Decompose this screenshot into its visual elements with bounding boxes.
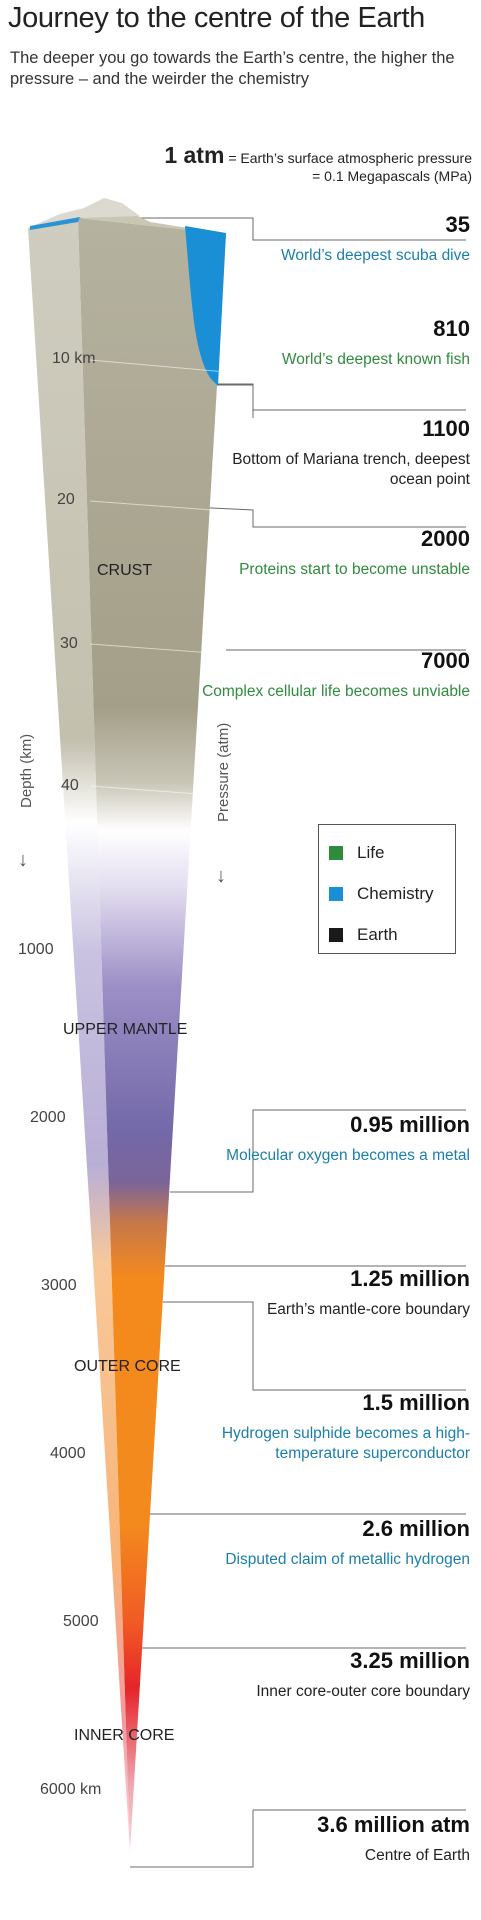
event-description: World’s deepest known fish xyxy=(281,351,470,368)
legend-swatch-life xyxy=(329,846,343,860)
zone-label-inner-core: INNER CORE xyxy=(74,1727,174,1744)
depth-tick-label: 5000 xyxy=(63,1613,99,1630)
event-pressure-value: 0.95 million xyxy=(350,1112,470,1137)
event-pressure-value: 1.25 million xyxy=(350,1266,470,1291)
depth-tick-line xyxy=(89,359,227,373)
event-description: Disputed claim of metallic hydrogen xyxy=(225,1551,470,1568)
depth-tick-line xyxy=(89,785,227,797)
event-pressure-value: 1.5 million xyxy=(362,1390,470,1415)
surface-pressure-value: 1 atm xyxy=(164,142,225,168)
event-pressure-value: 7000 xyxy=(421,648,470,673)
depth-tick-label: 1000 xyxy=(18,941,54,958)
depth-tick-label: 30 xyxy=(60,635,78,652)
legend-item-earth: Earth xyxy=(329,923,398,947)
depth-tick-label: 2000 xyxy=(30,1109,66,1126)
event-description: Molecular oxygen becomes a metal xyxy=(226,1147,470,1164)
leader-line xyxy=(80,217,466,241)
event-pressure-value: 2.6 million xyxy=(362,1516,470,1541)
zone-label-upper-mantle: UPPER MANTLE xyxy=(63,1021,187,1038)
surface-pressure-line1: = Earth’s surface atmospheric pressure xyxy=(228,150,472,166)
earth-wedge-left-face xyxy=(28,218,130,1852)
mountain-peak xyxy=(28,200,226,234)
event-description: Earth’s mantle-core boundary xyxy=(266,1301,470,1318)
depth-tick-line xyxy=(89,500,227,512)
depth-axis: Depth (km) ↓ xyxy=(18,734,35,871)
event-description: World’s deepest scuba dive xyxy=(281,247,470,264)
depth-axis-arrow: ↓ xyxy=(18,849,28,871)
event-pressure-value: 2000 xyxy=(421,526,470,551)
depth-tick-label: 6000 km xyxy=(40,1781,101,1798)
leader-line xyxy=(170,1109,466,1193)
mountain-ridge xyxy=(28,198,140,228)
leader-line xyxy=(163,1301,466,1391)
depth-tick-line xyxy=(89,643,227,655)
page-subtitle: The deeper you go towards the Earth’s ce… xyxy=(10,49,455,88)
pressure-axis-arrow: ↓ xyxy=(216,865,226,887)
event-description: Complex cellular life becomes unviable xyxy=(202,683,470,700)
leader-line xyxy=(130,1810,254,1868)
depth-axis-label: Depth (km) xyxy=(18,734,35,808)
zone-label-crust: CRUST xyxy=(97,562,152,579)
depth-tick-label: 20 xyxy=(57,491,75,508)
event-pressure-value: 3.6 million atm xyxy=(317,1812,470,1837)
depth-tick-label: 40 xyxy=(61,777,79,794)
legend-label-chemistry: Chemistry xyxy=(357,884,434,903)
zone-label-outer-core: OUTER CORE xyxy=(74,1358,181,1375)
depth-tick-label: 3000 xyxy=(41,1277,77,1294)
depth-tick-label: 10 km xyxy=(52,350,96,367)
event-description: Proteins start to become unstable xyxy=(239,561,470,578)
ocean-water xyxy=(185,226,226,386)
surface-pressure-note: 1 atm = Earth’s surface atmospheric pres… xyxy=(164,144,472,185)
event-pressure-value: 1100 xyxy=(422,416,470,441)
legend-swatch-earth xyxy=(329,928,343,942)
legend-label-life: Life xyxy=(357,843,385,862)
event-description: Inner core-outer core boundary xyxy=(256,1683,470,1700)
page-title: Journey to the centre of the Earth xyxy=(8,2,425,34)
legend-item-chemistry: Chemistry xyxy=(329,882,434,906)
legend-swatch-chemistry xyxy=(329,887,343,901)
legend: Life Chemistry Earth xyxy=(318,824,456,954)
event-pressure-value: 810 xyxy=(433,316,470,341)
event-description: Centre of Earth xyxy=(364,1847,470,1864)
legend-item-life: Life xyxy=(329,841,384,865)
event-description: Hydrogen sulphide becomes a high-tempera… xyxy=(221,1425,470,1462)
leader-line xyxy=(218,383,466,411)
event-pressure-value: 3.25 million xyxy=(350,1648,470,1673)
ocean-surface xyxy=(30,217,80,230)
surface-pressure-line2: = 0.1 Megapascals (MPa) xyxy=(312,168,472,184)
legend-label-earth: Earth xyxy=(357,925,398,944)
earth-wedge-main-face xyxy=(78,218,226,1852)
pressure-axis: Pressure (atm) ↓ xyxy=(215,723,232,887)
pressure-axis-label: Pressure (atm) xyxy=(215,723,232,822)
depth-tick-label: 4000 xyxy=(50,1445,86,1462)
event-description: Bottom of Mariana trench, deepest ocean … xyxy=(232,451,470,488)
event-pressure-value: 35 xyxy=(445,212,470,237)
